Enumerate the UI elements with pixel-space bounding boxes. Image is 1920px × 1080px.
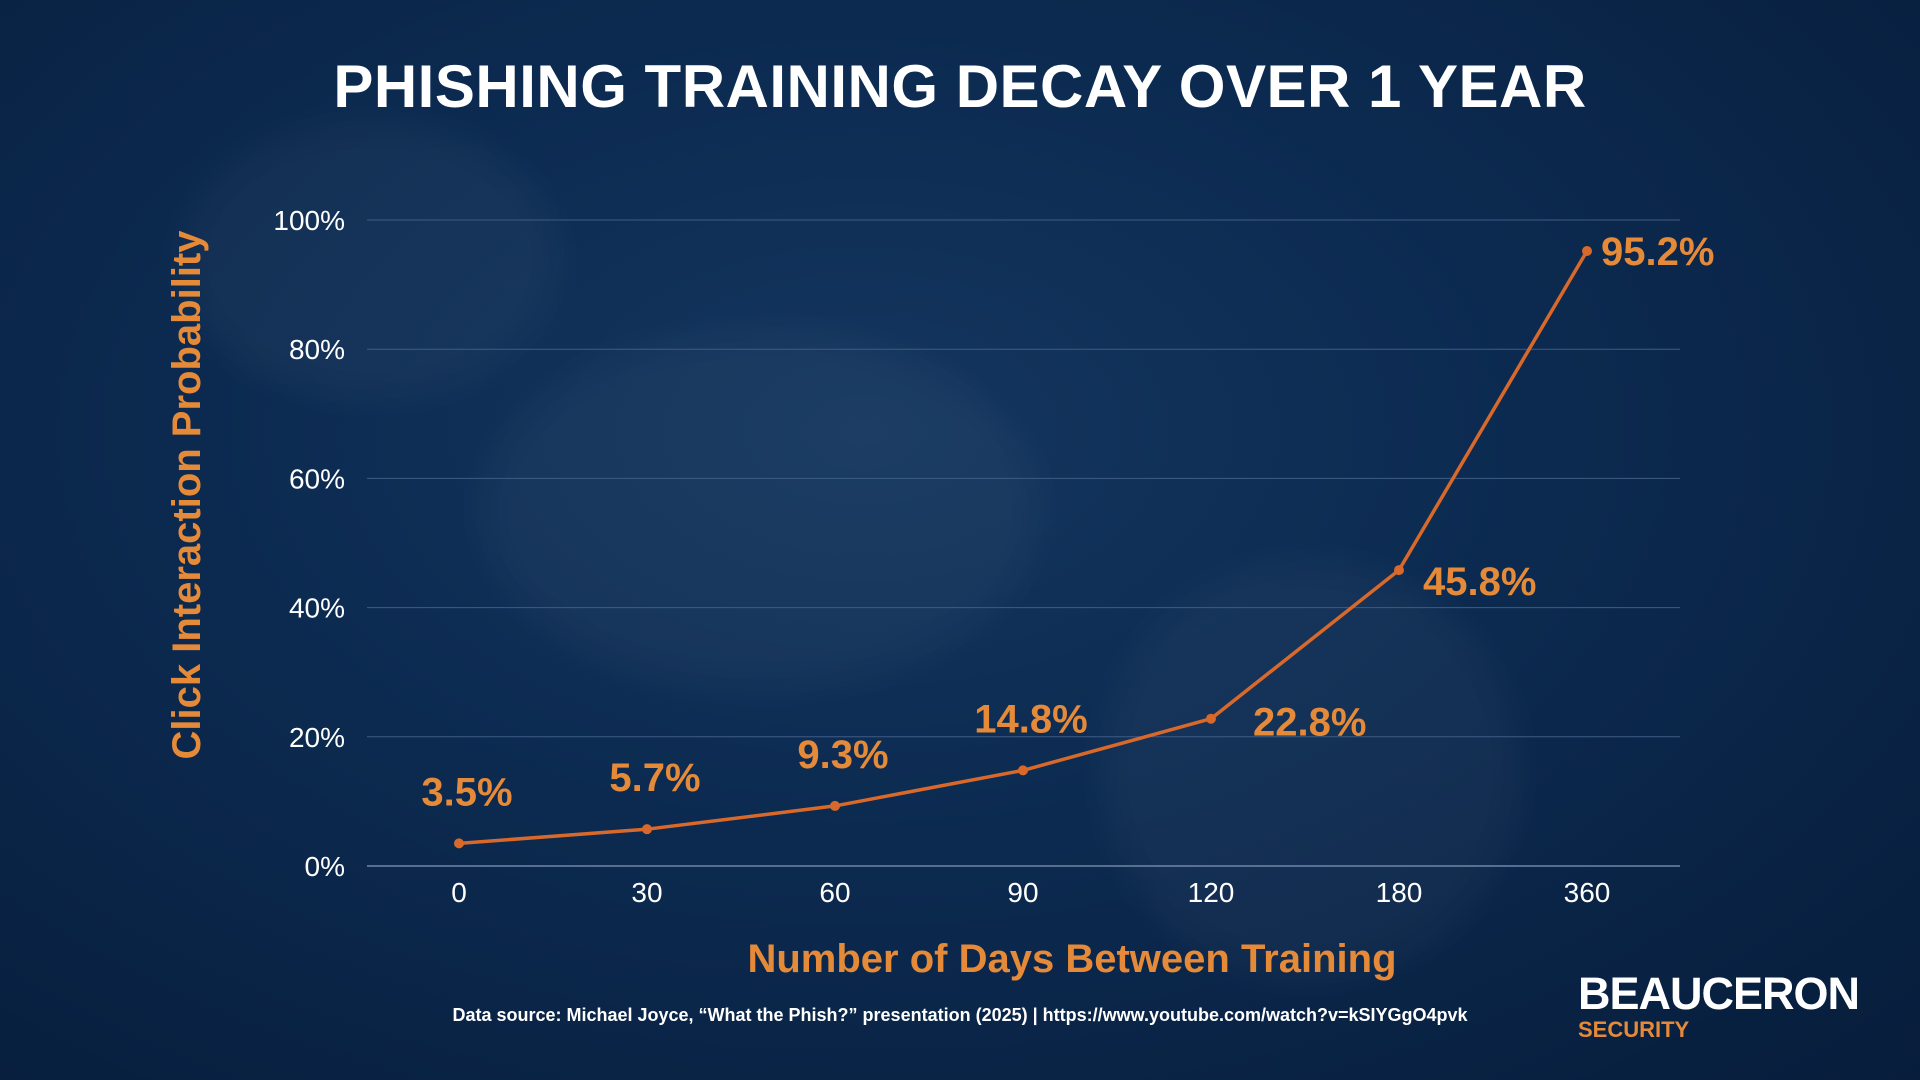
x-tick-label: 180 [1376,877,1423,908]
x-tick-label: 30 [631,877,662,908]
x-axis-title: Number of Days Between Training [747,937,1396,981]
brand-name: BEAUCERON [1578,968,1860,1019]
x-tick-label: 360 [1564,877,1611,908]
y-tick-label: 80% [289,334,345,365]
y-tick-label: 100% [273,205,345,236]
data-point [1206,713,1216,724]
data-point [454,838,464,849]
data-point [1582,246,1592,257]
brand-logo: BEAUCERON SECURITY [1578,968,1860,1042]
y-tick-label: 40% [289,593,345,624]
data-point [830,800,840,811]
data-label: 9.3% [797,733,888,777]
x-tick-label: 90 [1007,877,1038,908]
data-label: 45.8% [1423,560,1536,604]
series-line [457,249,1589,846]
data-point [1018,765,1028,776]
data-point [1394,565,1404,576]
y-axis-title: Click Interaction Probability [165,230,209,760]
data-label: 3.5% [421,770,512,814]
y-tick-label: 60% [289,463,345,494]
x-tick-label: 0 [451,877,467,908]
x-tick-label: 60 [819,877,850,908]
data-label: 95.2% [1601,230,1714,274]
data-point [642,824,652,835]
x-tick-label: 120 [1188,877,1235,908]
y-tick-label: 20% [289,722,345,753]
data-source-note: Data source: Michael Joyce, “What the Ph… [452,1005,1468,1025]
chart-title: PHISHING TRAINING DECAY OVER 1 YEAR [333,53,1587,120]
data-label: 5.7% [609,756,700,800]
brand-subtitle: SECURITY [1578,1017,1690,1042]
data-label: 14.8% [974,697,1087,741]
data-label: 22.8% [1253,701,1366,745]
y-tick-label: 0% [305,851,345,882]
